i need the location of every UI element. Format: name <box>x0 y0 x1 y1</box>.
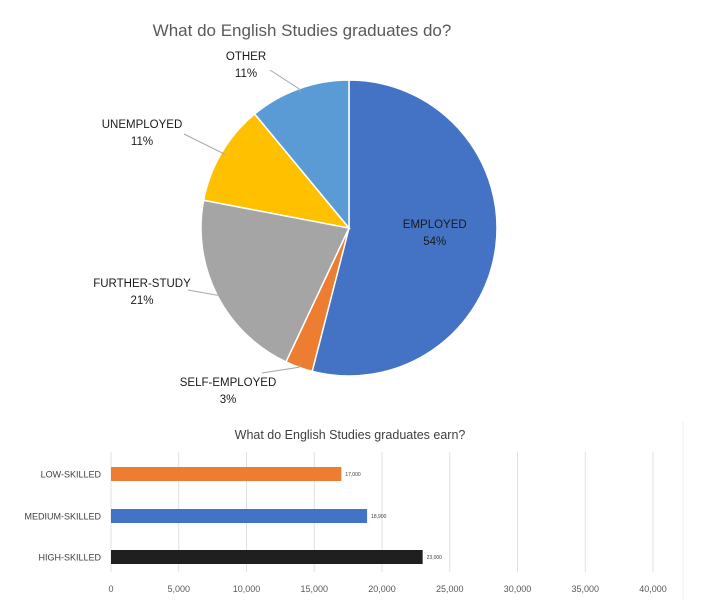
x-tick-20000: 20,000 <box>368 584 396 594</box>
x-tick-0: 0 <box>108 584 113 594</box>
value-label-low-skilled: 17,000 <box>345 472 361 478</box>
bar-chart: What do English Studies graduates earn? … <box>24 422 684 600</box>
bar-tick-labels: 0 5,000 10,000 15,000 20,000 25,000 30,000 35,0… <box>108 584 666 594</box>
value-label-medium-skilled: 18,900 <box>371 514 387 520</box>
bar-value-labels: 17,000 18,900 23,000 <box>345 472 442 561</box>
pie-chart-title: What do English Studies graduates do? <box>153 21 452 40</box>
pie-label-employed: EMPLOYED <box>403 219 467 231</box>
bar-medium-skilled <box>111 509 368 523</box>
pie-value-employed: 54% <box>423 236 446 248</box>
pie-value-further-study: 21% <box>130 295 153 307</box>
x-tick-35000: 35,000 <box>571 584 599 594</box>
pie-label-self-employed: SELF-EMPLOYED <box>180 377 277 389</box>
pie-leader-other <box>269 69 301 93</box>
bar-category-labels: LOW-SKILLED MEDIUM-SKILLED HIGH-SKILLED <box>24 470 101 563</box>
pie-leader-unemployed <box>183 133 226 156</box>
pie-leader-self-employed <box>261 363 301 374</box>
bar-high-skilled <box>111 550 423 564</box>
x-tick-25000: 25,000 <box>436 584 464 594</box>
category-label-medium-skilled: MEDIUM-SKILLED <box>24 512 101 522</box>
bar-chart-title: What do English Studies graduates earn? <box>235 428 466 442</box>
pie-labels: EMPLOYED 54% SELF-EMPLOYED 3% FURTHER-STUDY 2… <box>93 51 466 406</box>
pie-leader-lines <box>183 69 301 374</box>
pie-slice-employed <box>311 79 498 377</box>
pie-label-other: OTHER <box>226 51 266 63</box>
x-tick-15000: 15,000 <box>300 584 328 594</box>
category-label-low-skilled: LOW-SKILLED <box>41 470 102 480</box>
pie-value-self-employed: 3% <box>220 394 237 406</box>
pie-label-further-study: FURTHER-STUDY <box>93 278 191 290</box>
bar-bars <box>111 467 423 564</box>
pie-leader-further-study <box>187 289 221 296</box>
category-label-high-skilled: HIGH-SKILLED <box>38 553 101 563</box>
value-label-high-skilled: 23,000 <box>427 555 443 561</box>
x-tick-30000: 30,000 <box>504 584 532 594</box>
pie-chart: What do English Studies graduates do? EM… <box>93 21 498 406</box>
pie-value-unemployed: 11% <box>131 136 153 148</box>
x-tick-10000: 10,000 <box>233 584 261 594</box>
bar-low-skilled <box>111 467 342 481</box>
x-tick-40000: 40,000 <box>639 584 667 594</box>
pie-value-other: 11% <box>235 68 257 80</box>
x-tick-5000: 5,000 <box>167 584 190 594</box>
pie-label-unemployed: UNEMPLOYED <box>102 119 183 131</box>
